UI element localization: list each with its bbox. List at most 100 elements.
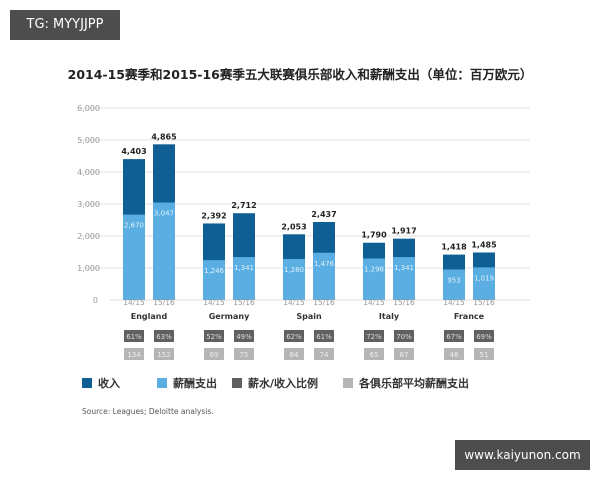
revenue-label: 4,865 [151, 132, 177, 141]
ratio-box [474, 330, 494, 342]
avg-wage-box [394, 348, 414, 360]
ratio-box [284, 330, 304, 342]
ratio-label: 62% [286, 333, 302, 341]
wages-bar [233, 257, 255, 300]
wages-bar [443, 269, 465, 300]
ratio-label: 49% [236, 333, 252, 341]
chart-title: 2014-15赛季和2015-16赛季五大联赛俱乐部收入和薪酬支出（单位：百万欧… [68, 67, 533, 82]
y-tick-label: 6,000 [77, 104, 100, 113]
wages-bar [363, 258, 385, 300]
avg-wage-label: 48 [450, 351, 459, 359]
y-tick-label: 1,000 [77, 264, 100, 273]
wages-bar [473, 267, 495, 300]
y-tick-label: 5,000 [77, 136, 100, 145]
avg-wage-label: 152 [157, 351, 170, 359]
wages-bar [313, 252, 335, 300]
wages-label: 1,341 [394, 264, 414, 272]
season-label: 14/15 [203, 298, 225, 307]
avg-wage-label: 134 [127, 351, 141, 359]
season-label: 14/15 [363, 298, 385, 307]
tg-tag: TG: MYYJJPP [10, 10, 120, 40]
ratio-box [444, 330, 464, 342]
revenue-label: 1,485 [471, 240, 497, 249]
season-label: 14/15 [443, 298, 465, 307]
ratio-label: 52% [206, 333, 222, 341]
season-label: 14/15 [283, 298, 305, 307]
wages-label: 1,298 [364, 265, 384, 273]
avg-wage-box [444, 348, 464, 360]
ratio-label: 72% [366, 333, 382, 341]
y-tick-label: 2,000 [77, 232, 100, 241]
revenue-label: 1,418 [441, 243, 467, 252]
season-label: 15/16 [233, 298, 255, 307]
country-label: France [454, 312, 485, 321]
wages-bar [123, 214, 145, 300]
country-label: Italy [379, 312, 400, 321]
avg-wage-label: 74 [320, 351, 329, 359]
y-tick-label: 4,000 [77, 168, 100, 177]
ratio-box [204, 330, 224, 342]
ratio-label: 67% [446, 333, 462, 341]
season-label: 15/16 [313, 298, 335, 307]
legend-swatch [157, 378, 167, 388]
source-note: Source: Leagues; Deloitte analysis. [82, 407, 214, 416]
avg-wage-label: 67 [400, 351, 409, 359]
avg-wage-box [474, 348, 494, 360]
avg-wage-label: 69 [210, 351, 219, 359]
wages-bar [393, 257, 415, 300]
ratio-box [314, 330, 334, 342]
ratio-label: 69% [476, 333, 492, 341]
country-label: Germany [209, 312, 250, 321]
revenue-label: 4,403 [121, 147, 146, 156]
legend-swatch [232, 378, 242, 388]
wages-label: 3,047 [154, 209, 174, 217]
legend-label: 收入 [98, 376, 120, 390]
ratio-label: 61% [316, 333, 332, 341]
season-label: 15/16 [153, 298, 175, 307]
wages-label: 1,019 [474, 274, 494, 282]
country-label: Spain [296, 312, 322, 321]
ratio-box [364, 330, 384, 342]
wages-label: 1,246 [204, 267, 225, 275]
avg-wage-box [234, 348, 254, 360]
watermark: www.kaiyunon.com [455, 440, 590, 470]
wages-label: 1,476 [314, 260, 335, 268]
avg-wage-label: 75 [240, 351, 249, 359]
wages-label: 953 [447, 277, 460, 285]
revenue-label: 2,437 [311, 210, 336, 219]
avg-wage-box [364, 348, 384, 360]
legend-swatch [82, 378, 92, 388]
wages-bar [283, 259, 305, 300]
ratio-label: 61% [126, 333, 142, 341]
revenue-label: 2,712 [231, 201, 256, 210]
legend-swatch [343, 378, 353, 388]
wages-label: 1,341 [234, 264, 254, 272]
revenue-label: 2,392 [201, 211, 226, 220]
wages-label: 2,670 [124, 222, 144, 230]
avg-wage-label: 64 [290, 351, 299, 359]
legend-label: 薪水/收入比例 [248, 376, 318, 390]
avg-wage-box [124, 348, 144, 360]
revenue-label: 1,790 [361, 231, 387, 240]
revenue-label: 1,917 [391, 227, 416, 236]
revenue-label: 2,053 [281, 222, 306, 231]
country-label: England [131, 312, 168, 321]
ratio-box [234, 330, 254, 342]
legend-label: 各俱乐部平均薪酬支出 [358, 376, 469, 390]
season-label: 14/15 [123, 298, 145, 307]
avg-wage-box [154, 348, 174, 360]
avg-wage-box [284, 348, 304, 360]
legend-label: 薪酬支出 [173, 376, 217, 390]
avg-wage-label: 51 [480, 351, 489, 359]
ratio-box [154, 330, 174, 342]
wages-label: 1,280 [284, 266, 304, 274]
avg-wage-label: 65 [370, 351, 379, 359]
y-tick-label: 3,000 [77, 200, 100, 209]
wages-bar [203, 260, 225, 300]
avg-wage-box [204, 348, 224, 360]
ratio-box [394, 330, 414, 342]
season-label: 15/16 [393, 298, 415, 307]
avg-wage-box [314, 348, 334, 360]
ratio-label: 70% [396, 333, 412, 341]
